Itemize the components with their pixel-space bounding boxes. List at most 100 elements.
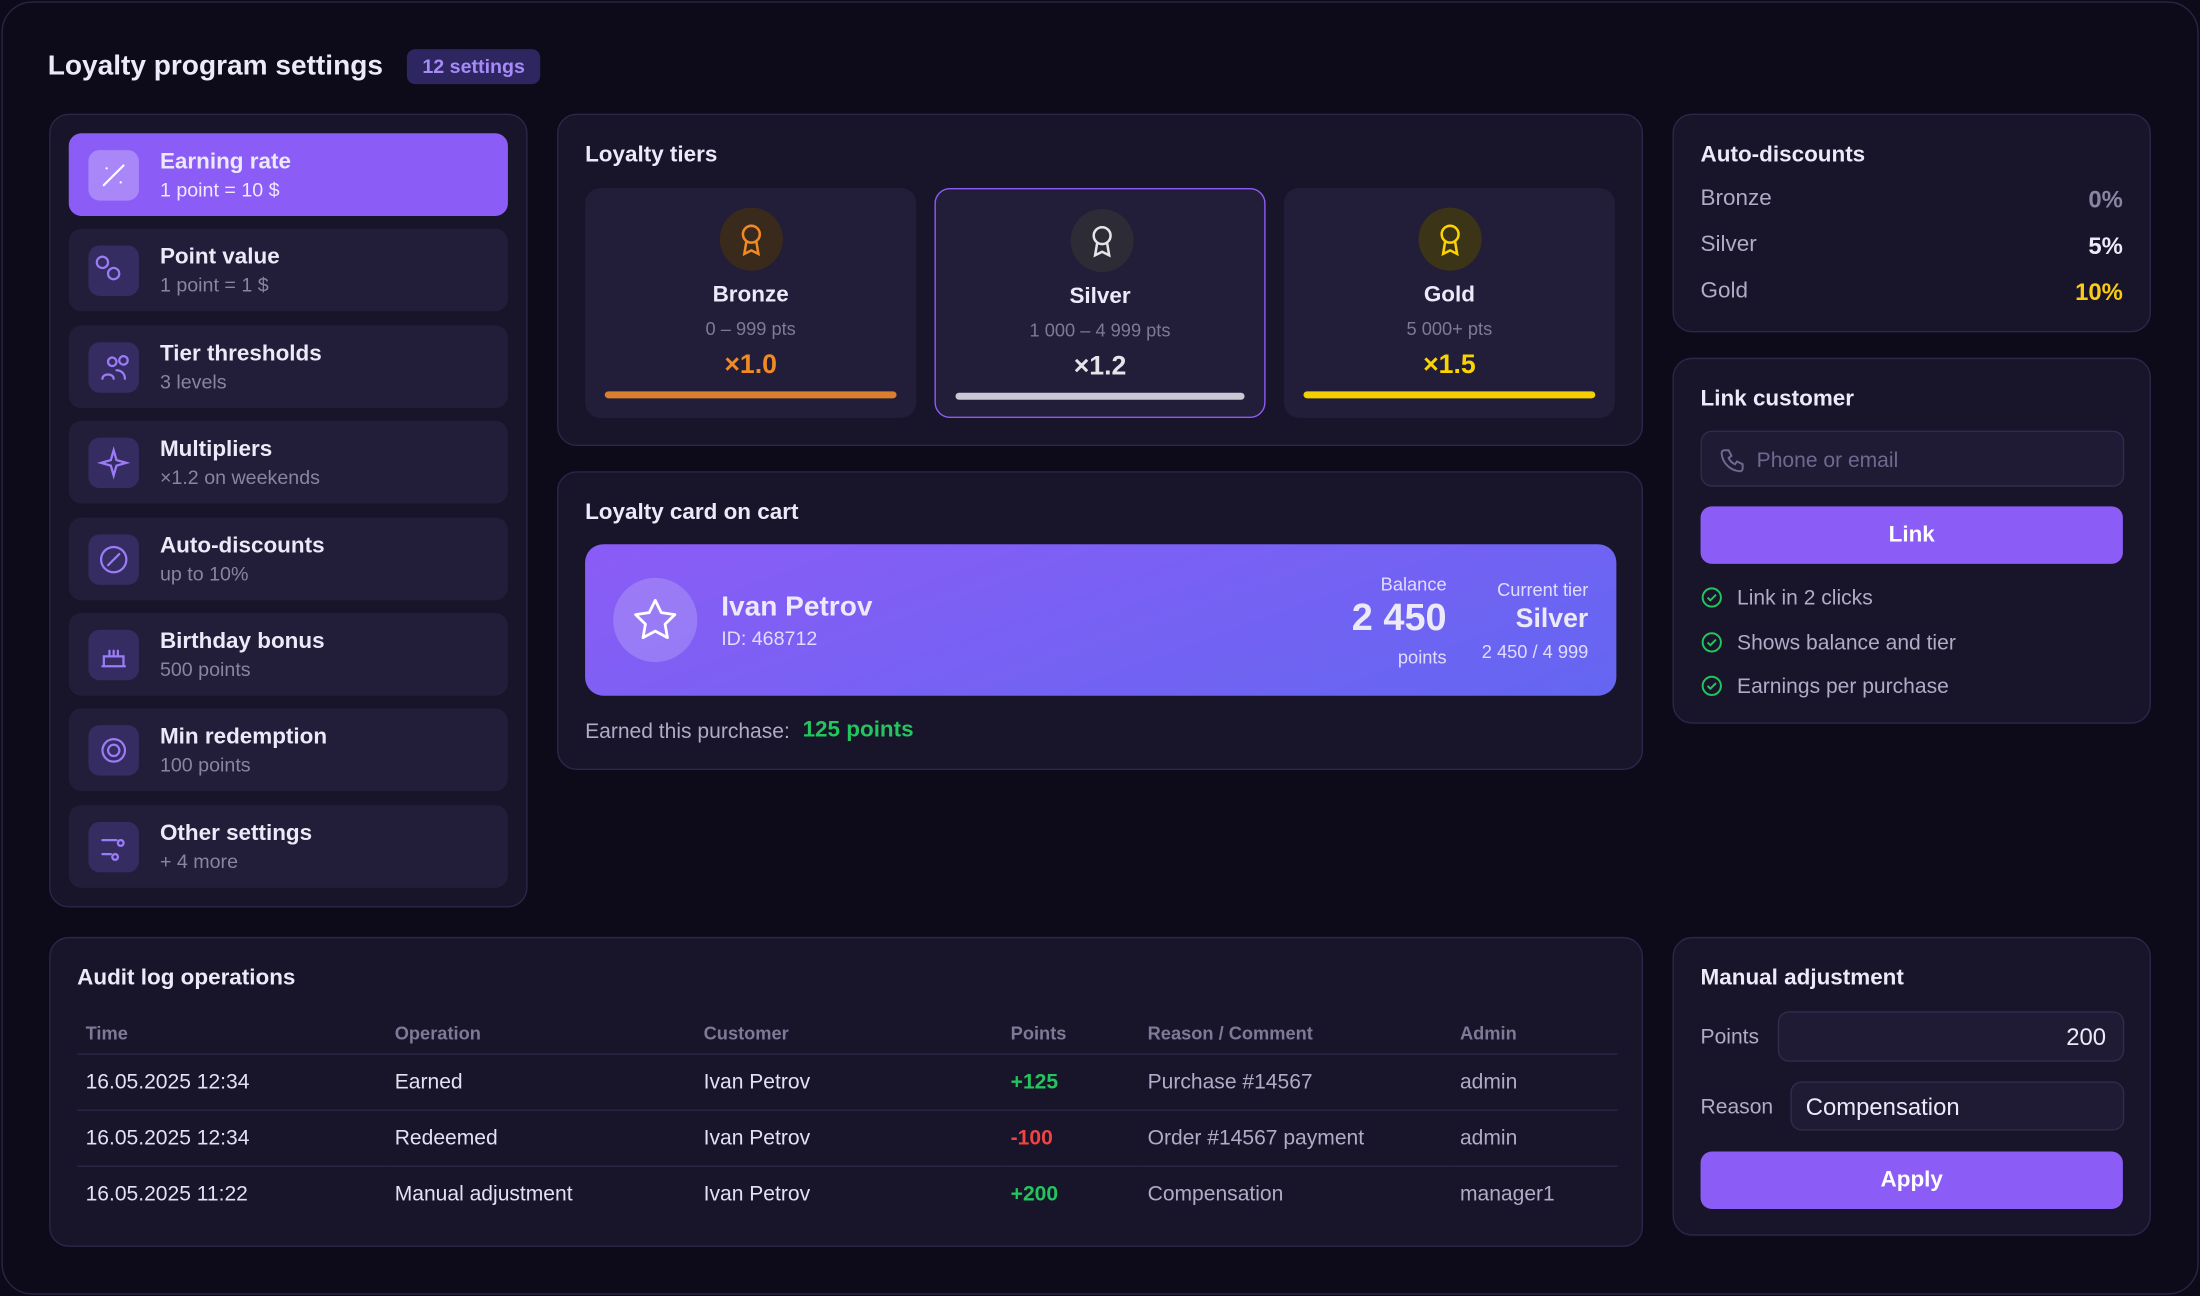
column-header: Points — [1002, 1011, 1140, 1055]
audit-cell: Ivan Petrov — [703, 1182, 811, 1207]
tier-name: Silver — [1069, 284, 1131, 309]
icon — [101, 838, 125, 861]
menu-icon — [88, 533, 139, 585]
feature-text: Link in 2 clicks — [1737, 586, 1873, 611]
column-header: Reason / Comment — [1139, 1011, 1452, 1055]
tier-card: Bronze 0 – 999 pts ×1.0 — [585, 187, 917, 418]
tier-label: Current tier — [1497, 579, 1589, 601]
discount: 5% — [2088, 232, 2123, 260]
tier-range: 0 – 999 pts — [705, 318, 796, 340]
audit-table: Time Operation Customer Points Reason / Comm… — [77, 1011, 1618, 1221]
manual-panel: Manual adjustment Points 200 Reason Comp… — [1672, 936, 2151, 1236]
reason-input[interactable]: Compensation — [1790, 1081, 2125, 1131]
medal-icon — [1440, 224, 1460, 257]
check-icon — [1701, 675, 1722, 696]
tier-multiplier: ×1.5 — [1423, 350, 1476, 381]
audit-cell: Redeemed — [386, 1110, 696, 1167]
cart-panel: Loyalty card on cart Ivan Petrov ID: 468… — [557, 471, 1644, 771]
menu-title: Tier thresholds — [159, 341, 322, 366]
menu-icon — [88, 629, 139, 681]
menu-subtitle: + 4 more — [159, 849, 239, 873]
customer-id: ID: 468712 — [721, 626, 818, 650]
tier-bar — [1303, 391, 1596, 399]
icon — [101, 649, 126, 668]
medal-icon — [1092, 225, 1112, 258]
apply-button[interactable]: Apply — [1700, 1151, 2123, 1210]
audit-cell: Ivan Petrov — [695, 1054, 1003, 1111]
menu-item[interactable]: Earning rate 1 point = 10 $ — [68, 133, 508, 217]
tier-progress: 2 450 / 4 999 — [1481, 640, 1589, 663]
tier-bar — [604, 391, 897, 399]
tier-bar — [955, 392, 1245, 400]
menu-item[interactable]: Birthday bonus 500 points — [68, 612, 508, 696]
reason-label: Reason — [1700, 1095, 1774, 1120]
menu-subtitle: 100 points — [159, 753, 251, 777]
audit-cell: +125 — [1002, 1054, 1140, 1111]
menu-item[interactable]: Multipliers ×1.2 on weekends — [68, 421, 508, 504]
menu-item[interactable]: Auto-discounts up to 10% — [68, 516, 508, 600]
feature: Link in 2 clicks — [1701, 586, 2123, 610]
menu-title: Birthday bonus — [159, 629, 325, 654]
earned-label: Earned this purchase: — [585, 719, 790, 744]
feature: Shows balance and tier — [1701, 630, 2123, 654]
column-header: Operation — [386, 1011, 696, 1055]
tier-range: 5 000+ pts — [1406, 318, 1493, 340]
column-header: Admin — [1451, 1011, 1618, 1055]
menu-item[interactable]: Min redemption 100 points — [68, 708, 508, 792]
phone-input[interactable]: Phone or email — [1700, 430, 2125, 487]
discount-row: Gold 10% — [1701, 279, 2123, 306]
menu-subtitle: 500 points — [159, 657, 251, 681]
link-button[interactable]: Link — [1700, 506, 2123, 564]
menu-subtitle: 1 point = 1 $ — [159, 274, 269, 297]
panel-title: Link customer — [1700, 387, 1854, 411]
tier: Silver — [1700, 232, 1757, 257]
menu-item[interactable]: Other settings + 4 more — [68, 804, 508, 888]
menu-title: Point value — [159, 246, 280, 270]
menu-title: Other settings — [159, 821, 313, 846]
column-header: Time — [77, 1011, 387, 1055]
tier-name: Bronze — [712, 283, 789, 308]
points-value: 200 — [2066, 1023, 2107, 1051]
balance-unit: points — [1397, 646, 1447, 668]
menu-icon — [88, 150, 139, 201]
audit-cell: Order #14567 payment — [1139, 1110, 1452, 1167]
loyalty-card: Ivan Petrov ID: 468712 Balance 2 450 poi… — [585, 544, 1617, 696]
earned-points: 125 points — [802, 718, 914, 742]
audit-cell: Ivan Petrov — [695, 1110, 1003, 1167]
points-input[interactable]: 200 — [1777, 1011, 2125, 1062]
menu-subtitle: ×1.2 on weekends — [159, 465, 320, 489]
auto-discounts-panel: Auto-discounts Bronze 0% Silver 5% Gold 10% — [1672, 113, 2151, 333]
audit-cell: manager1 — [1459, 1182, 1555, 1207]
menu-item[interactable]: Tier thresholds 3 levels — [68, 325, 508, 408]
feature-text: Earnings per purchase — [1737, 674, 1949, 699]
link-panel: Link customer Phone or email Link Link i… — [1672, 357, 2151, 724]
panel-title: Loyalty tiers — [585, 143, 718, 167]
tier-card: Silver 1 000 – 4 999 pts ×1.2 — [934, 187, 1266, 418]
audit-row: 16.05.2025 11:22 Manual adjustment Ivan Pe… — [77, 1166, 1618, 1221]
menu-item[interactable]: Point value 1 point = 1 $ — [68, 229, 508, 312]
tier-medal — [1070, 208, 1134, 273]
audit-cell: Earned — [386, 1054, 696, 1111]
panel-title: Audit log operations — [77, 966, 296, 991]
discount-row: Bronze 0% — [1701, 186, 2123, 214]
audit-cell: 16.05.2025 12:34 — [77, 1110, 387, 1167]
discount-row: Silver 5% — [1700, 232, 2123, 260]
audit-cell: -100 — [1002, 1110, 1140, 1167]
tiers-panel: Loyalty tiers Bronze 0 – 999 pts ×1.0 Silve… — [557, 113, 1644, 447]
menu-subtitle: up to 10% — [159, 561, 249, 585]
audit-cell: Compensation — [1147, 1182, 1284, 1207]
points-label: Points — [1700, 1025, 1760, 1050]
audit-cell: 16.05.2025 12:34 — [77, 1054, 387, 1111]
settings-badge: 12 settings — [406, 49, 541, 85]
audit-cell: Purchase #14567 — [1139, 1054, 1452, 1111]
panel-title: Manual adjustment — [1700, 966, 1904, 991]
column-header: Customer — [695, 1011, 1003, 1055]
panel-title: Auto-discounts — [1700, 143, 1866, 167]
discount: 0% — [2088, 186, 2123, 214]
placeholder: Phone or email — [1756, 448, 1899, 473]
reason-value: Compensation — [1805, 1094, 1960, 1121]
feature: Earnings per purchase — [1701, 674, 2123, 699]
balance: 2 450 — [1351, 596, 1447, 639]
